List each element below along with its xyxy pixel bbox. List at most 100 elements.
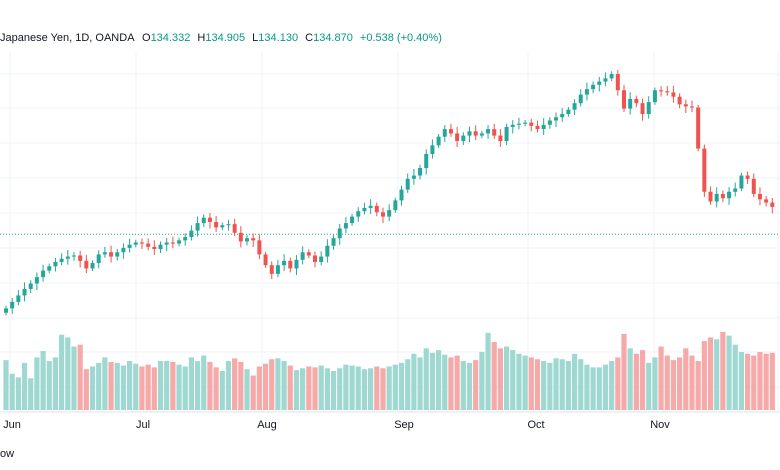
x-tick-label: Aug [257,419,277,431]
candle-body [380,212,385,217]
volume-bar [602,364,609,410]
candle-body [282,260,287,266]
volume-bar [324,368,330,410]
candle [652,87,657,105]
candle-body [78,255,83,261]
candle [232,218,237,237]
volume-bar [262,363,269,410]
candle-body [34,277,39,284]
candle [566,106,571,117]
close-label: C [305,32,314,44]
candle-body [696,107,701,149]
candle-body [393,200,398,211]
volume-bar [361,369,368,410]
candle [356,207,361,222]
candle-body [207,217,212,222]
candle [343,217,348,234]
candle [757,187,762,206]
candle [751,173,756,198]
volume-bar [213,367,219,410]
volume-bar [590,367,596,410]
candle-body [368,205,373,208]
volume-bar [615,357,621,410]
volume-bar [491,341,497,410]
volume-bar [584,364,590,410]
candle-body [665,91,670,93]
volume-bar [133,363,139,410]
candle-body [146,243,151,247]
candle [164,237,169,252]
volume-bar [355,366,361,410]
candle [16,290,21,306]
candle-body [702,148,707,192]
candle [467,126,472,143]
volume-bar [485,332,491,410]
candle-body [442,129,447,137]
candle-body [430,145,435,154]
volume-bar [553,358,559,410]
volume-bar [201,355,207,410]
candle [96,250,101,269]
volume-bar [145,364,151,410]
x-tick-label: Nov [650,419,670,431]
candle [331,234,336,250]
candle-body [226,224,231,226]
candle [572,99,577,115]
candle-body [448,129,453,134]
volume-bar [707,337,714,410]
candle-body [646,102,651,114]
candle-body [541,124,546,130]
volume-bar [732,344,738,410]
x-tick-label: Jul [136,419,150,431]
candle-body [751,178,756,194]
volume-bar [497,348,503,410]
candle [121,243,126,259]
candle-body [510,124,515,127]
candle [53,257,58,272]
candle [584,82,589,101]
candle [90,260,95,272]
volume-bar [306,366,312,410]
candle-body [405,178,410,190]
volume-bar [670,360,677,410]
candle-body [461,135,466,141]
candle [10,297,15,314]
candle [380,207,385,224]
candle-body [16,295,21,302]
candle [498,129,503,147]
volume-bar [405,359,411,410]
volume-bar [83,369,89,410]
volume-bar [40,351,46,410]
candle-body [486,129,491,134]
candle-body [424,153,429,168]
candle-body [727,191,732,199]
candle [739,172,744,192]
candle [350,213,355,226]
volume-bar [139,366,145,410]
volume-bar [318,365,324,410]
volume-bar [176,364,182,410]
candle-body [591,84,596,90]
volume-bar [330,371,337,410]
volume-bar [114,362,120,410]
candle-body [337,228,342,239]
volume-bar [423,348,429,410]
candle [609,71,614,82]
candle [720,190,725,203]
volume-bar [312,367,318,410]
candle-body [615,74,620,91]
candle [486,125,491,139]
volume-bar [9,373,15,410]
candle [238,226,243,248]
candle-body [683,104,688,107]
volume-bar [738,351,745,410]
volume-bar [232,358,238,410]
candle [424,149,429,175]
candle-body [566,109,571,114]
candle [71,252,76,261]
candle-body [41,270,46,278]
candle-body [350,216,355,224]
candle [696,104,701,152]
volume-bar [436,350,442,410]
